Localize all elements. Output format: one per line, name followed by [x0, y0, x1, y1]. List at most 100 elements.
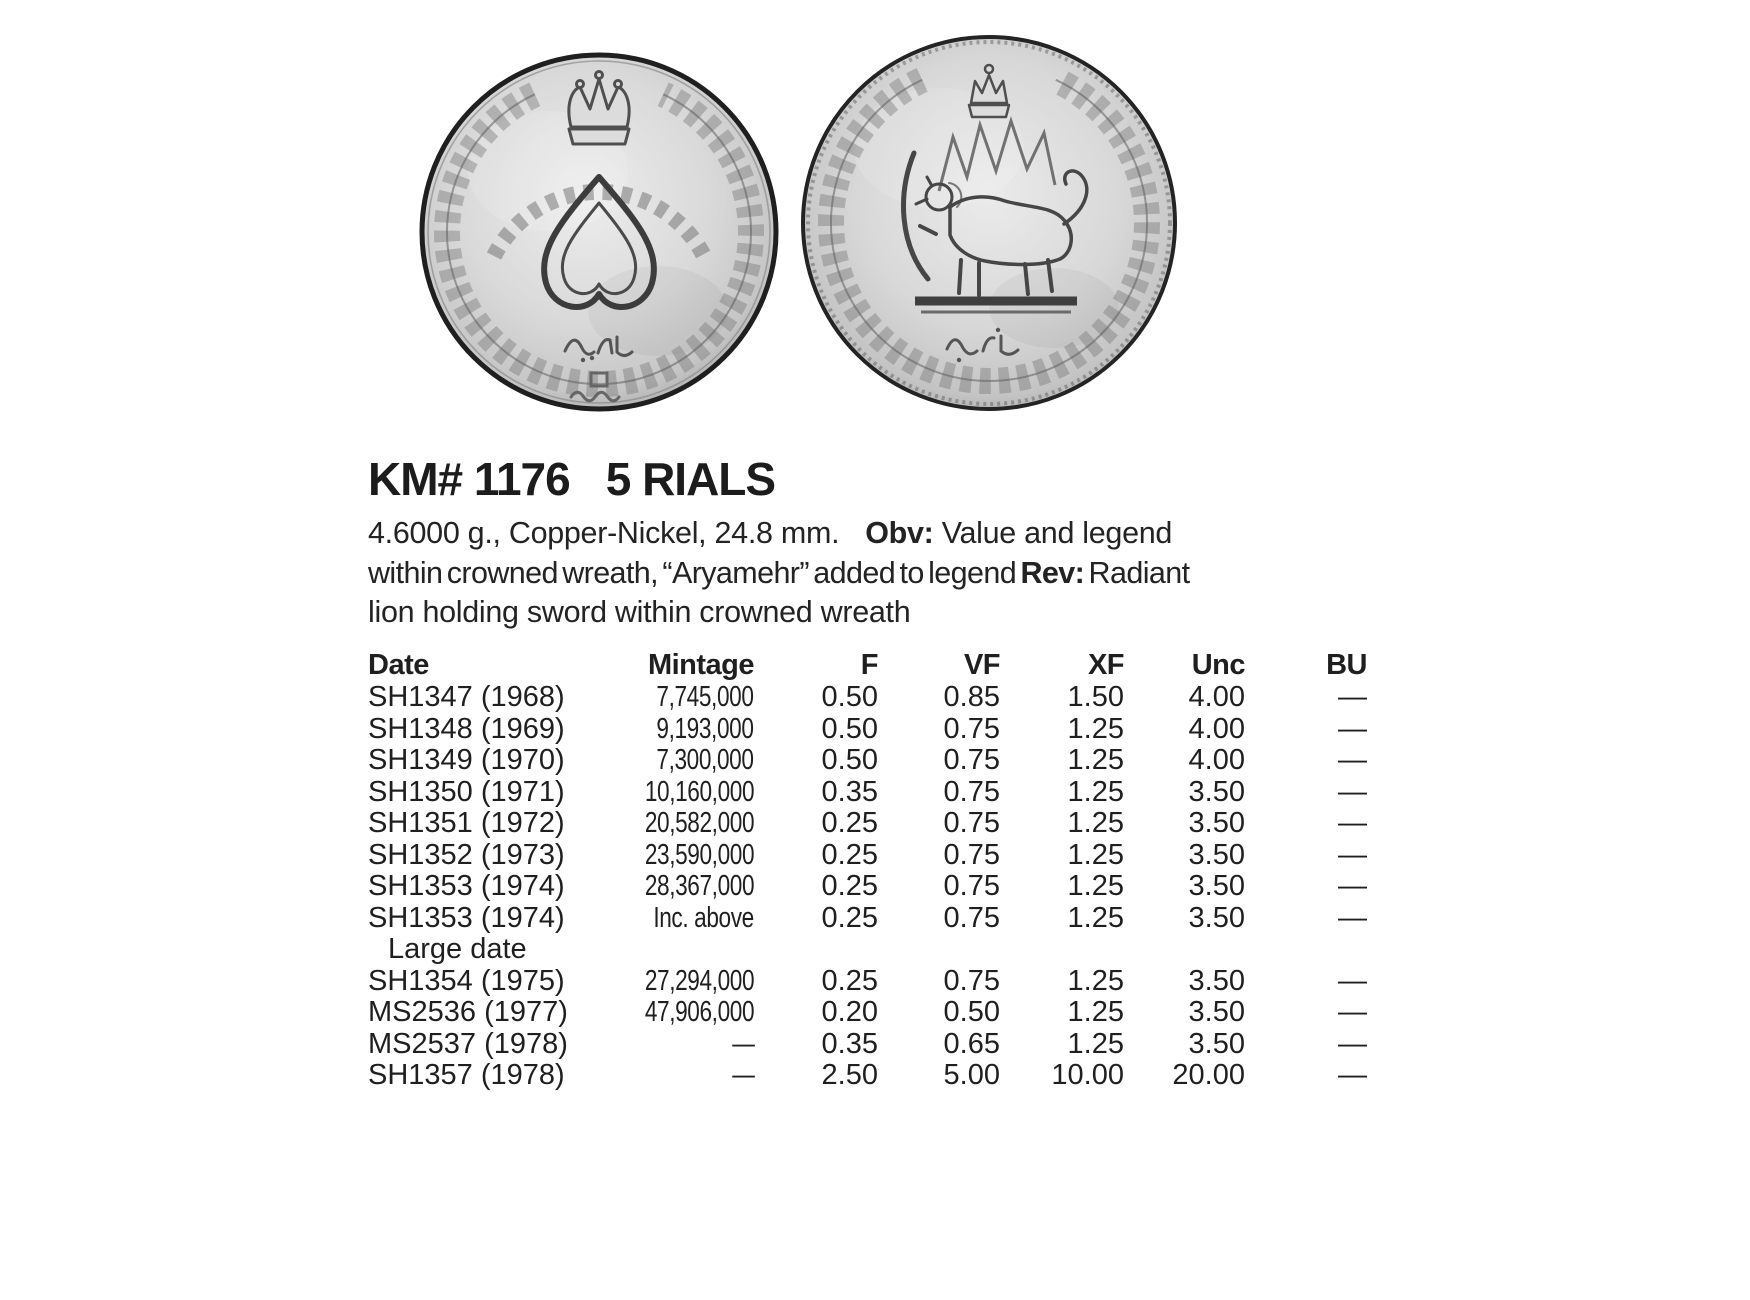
value-cell: 0.35 [821, 775, 878, 808]
mintage-value: 27,294,000 [644, 964, 755, 997]
value-cell: 7,745,000 [610, 681, 755, 714]
column-header-mintage: Mintage [647, 649, 755, 681]
denomination: 5 RIALS [605, 453, 776, 505]
value-cell: 0.75 [943, 712, 1000, 745]
column-header-vf: VF [963, 649, 1001, 681]
spec-text: 4.6000 g., Copper-Nickel, 24.8 mm. [368, 516, 840, 550]
table-row: SH1354 (1975) 27,294,000 0.25 0.75 1.25 3.50 — [368, 964, 1367, 998]
value-cell: 0.50 [821, 744, 878, 776]
value-cell: 0.75 [943, 744, 1000, 776]
value-cell: 7,300,000 [610, 744, 755, 777]
obverse-label: Obv: [865, 516, 934, 550]
value-cell: 2.50 [821, 1059, 878, 1091]
value-cell: 0.50 [821, 681, 878, 713]
obverse-text: Value and legend [933, 516, 1173, 550]
value-cell: 4.00 [1188, 712, 1245, 745]
table-row: MS2536 (1977) 47,906,000 0.20 0.50 1.25 3.50 — [368, 996, 1367, 1029]
value-cell: 28,367,000 [610, 870, 755, 903]
reverse-text-cont: lion holding sword within crowned wreath [368, 595, 911, 629]
denomination-script [945, 327, 1020, 363]
obverse-text-cont: within crowned wreath, “Aryamehr” added … [368, 555, 1021, 590]
table-row: SH1349 (1970) 7,300,000 0.50 0.75 1.25 4.00 — [368, 744, 1367, 777]
date-marks [569, 371, 621, 403]
column-header-bu: BU [1326, 649, 1367, 681]
value-cell: — [1338, 1027, 1367, 1060]
obverse-coin-illustration [419, 52, 779, 412]
date-note-cell: Large date [388, 933, 527, 965]
value-cell: — [1338, 870, 1367, 902]
date-cell: SH1351 (1972) [368, 807, 565, 839]
mintage-value: 7,745,000 [656, 681, 755, 713]
value-cell: 47,906,000 [610, 996, 755, 1029]
value-cell: 0.50 [821, 712, 878, 745]
value-cell: 3.50 [1188, 964, 1245, 997]
column-header-xf: XF [1087, 649, 1125, 681]
wreath [434, 82, 764, 397]
date-cell: MS2536 (1977) [368, 996, 568, 1028]
value-cell: 3.50 [1188, 775, 1245, 808]
date-cell: SH1352 (1973) [368, 838, 565, 871]
value-cell: 1.25 [1067, 870, 1124, 902]
value-cell: 0.25 [821, 838, 878, 871]
table-row: SH1353 (1974) Inc. above 0.25 0.75 1.25 3.50 — [368, 901, 1367, 935]
table-row: SH1347 (1968) 7,745,000 0.50 0.85 1.50 4.00 — [368, 681, 1367, 714]
entry-title: KM# 1176 5 RIALS [368, 452, 776, 506]
value-cell: Inc. above [610, 901, 755, 935]
value-cell: 4.00 [1188, 744, 1245, 776]
value-cell: 0.85 [943, 681, 1000, 713]
table-row: SH1352 (1973) 23,590,000 0.25 0.75 1.25 3.50 — [368, 838, 1367, 872]
value-cell: 1.25 [1067, 1027, 1124, 1060]
date-cell: SH1350 (1971) [368, 775, 565, 808]
coin-obverse-image [418, 40, 780, 424]
value-cell: 1.50 [1067, 681, 1124, 713]
coin-reverse-image [799, 30, 1179, 416]
coin-rim [801, 35, 1177, 411]
mintage-value: — [731, 1027, 755, 1060]
sword [901, 150, 931, 282]
date-cell: SH1354 (1975) [368, 964, 565, 997]
value-cell: 9,193,000 [610, 713, 755, 746]
table-body: SH1347 (1968) 7,745,000 0.50 0.85 1.50 4.00— S… [368, 681, 1367, 1092]
column-header-unc: Unc [1191, 649, 1246, 681]
date-cell: SH1349 (1970) [368, 744, 565, 776]
value-cell: 1.25 [1067, 901, 1124, 934]
entry-description: 4.6000 g., Copper-Nickel, 24.8 mm. Obv: V… [368, 514, 1191, 633]
value-cell: 3.50 [1188, 1027, 1245, 1060]
ground-line [915, 296, 1077, 314]
value-cell: 3.50 [1188, 838, 1245, 871]
table-row: SH1350 (1971) 10,160,000 0.35 0.75 1.25 3.50 — [368, 775, 1367, 809]
value-cell: 3.50 [1188, 901, 1245, 934]
value-cell: — [1338, 964, 1367, 997]
value-cell: — [1338, 807, 1367, 839]
value-cell: 1.25 [1067, 712, 1124, 745]
value-cell: 1.25 [1067, 744, 1124, 776]
value-cell: — [1338, 1059, 1367, 1091]
value-cell: 3.50 [1188, 807, 1245, 839]
table-note-row: Large date [368, 933, 1367, 966]
value-cell: 0.25 [821, 901, 878, 934]
crown-emblem [567, 70, 631, 146]
mintage-value: 23,590,000 [644, 838, 755, 871]
value-cell: 27,294,000 [610, 964, 755, 998]
value-cell: — [1338, 901, 1367, 934]
price-table: Date Mintage F VF XF Unc BU SH1347 (1968… [368, 648, 1368, 1092]
value-cell: — [1338, 712, 1367, 745]
description-line-2: within crowned wreath, “Aryamehr” added … [368, 554, 1191, 594]
column-header-date: Date [368, 649, 429, 681]
date-cell: MS2537 (1978) [368, 1027, 568, 1060]
reverse-text: Radiant [1084, 555, 1191, 590]
value-cell: — [610, 1027, 755, 1061]
sun-rays [937, 116, 1057, 192]
value-cell: 5.00 [943, 1059, 1000, 1091]
mintage-value: Inc. above [653, 901, 755, 934]
value-cell: 1.25 [1067, 838, 1124, 871]
value-cell: 1.25 [1067, 807, 1124, 839]
mintage-value: — [731, 1059, 755, 1091]
table-header-row: Date Mintage F VF XF Unc BU [368, 648, 1368, 682]
value-cell: 0.20 [821, 996, 878, 1028]
wreath [818, 68, 1160, 394]
reverse-label: Rev: [1020, 555, 1085, 590]
rial-script [563, 335, 634, 363]
date-cell: SH1353 (1974) [368, 901, 565, 934]
value-cell: 0.50 [943, 996, 1000, 1028]
